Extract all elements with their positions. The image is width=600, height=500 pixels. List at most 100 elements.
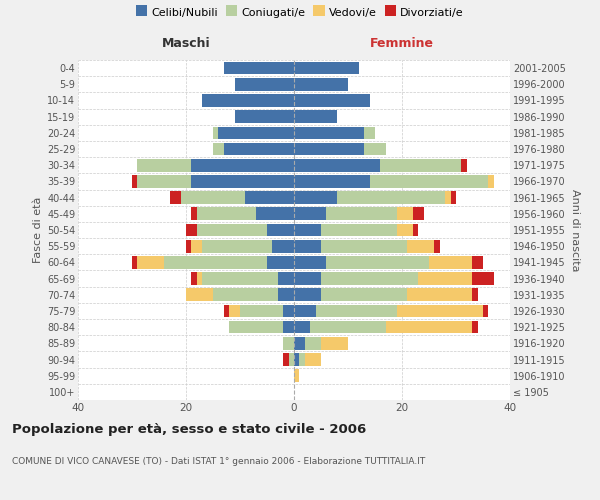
Text: Femmine: Femmine — [370, 38, 434, 51]
Bar — [472, 272, 494, 285]
Bar — [229, 321, 283, 334]
Bar — [413, 224, 418, 236]
Text: COMUNE DI VICO CANAVESE (TO) - Dati ISTAT 1° gennaio 2006 - Elaborazione TUTTITA: COMUNE DI VICO CANAVESE (TO) - Dati ISTA… — [12, 458, 425, 466]
Bar — [272, 240, 294, 252]
Bar — [186, 240, 191, 252]
Bar — [283, 304, 294, 318]
Bar — [235, 78, 294, 90]
Bar — [294, 370, 299, 382]
Bar — [305, 353, 321, 366]
Bar — [472, 288, 478, 301]
Bar — [278, 272, 294, 285]
Bar — [321, 224, 397, 236]
Bar — [472, 256, 483, 268]
Bar — [191, 175, 294, 188]
Bar — [380, 159, 461, 172]
Bar — [461, 159, 467, 172]
Bar — [294, 192, 337, 204]
Bar — [283, 321, 294, 334]
Bar — [294, 159, 380, 172]
Bar — [267, 224, 294, 236]
Bar — [294, 142, 364, 156]
Bar — [137, 256, 164, 268]
Bar — [472, 321, 478, 334]
Bar — [283, 337, 294, 349]
Bar — [294, 256, 326, 268]
Bar — [132, 175, 137, 188]
Bar — [137, 159, 191, 172]
Bar — [224, 304, 229, 318]
Text: Maschi: Maschi — [161, 38, 211, 51]
Bar — [364, 126, 375, 139]
Bar — [407, 240, 434, 252]
Bar — [191, 272, 197, 285]
Bar — [256, 208, 294, 220]
Bar — [294, 337, 305, 349]
Bar — [191, 208, 197, 220]
Bar — [202, 94, 294, 107]
Bar — [289, 353, 294, 366]
Bar — [294, 224, 321, 236]
Bar — [326, 256, 429, 268]
Bar — [197, 208, 256, 220]
Bar — [240, 304, 283, 318]
Bar — [229, 304, 240, 318]
Bar — [278, 288, 294, 301]
Bar — [488, 175, 494, 188]
Bar — [294, 126, 364, 139]
Bar — [283, 353, 289, 366]
Bar — [418, 272, 472, 285]
Bar — [294, 62, 359, 74]
Bar — [181, 192, 245, 204]
Bar — [202, 272, 278, 285]
Bar — [386, 321, 472, 334]
Bar — [299, 353, 305, 366]
Bar — [294, 78, 348, 90]
Bar — [213, 126, 218, 139]
Bar — [321, 240, 407, 252]
Bar — [316, 304, 397, 318]
Bar — [429, 256, 472, 268]
Bar — [294, 208, 326, 220]
Bar — [294, 94, 370, 107]
Bar — [321, 337, 348, 349]
Bar — [483, 304, 488, 318]
Y-axis label: Fasce di età: Fasce di età — [32, 197, 43, 263]
Bar — [245, 192, 294, 204]
Bar — [294, 110, 337, 123]
Bar — [137, 175, 191, 188]
Bar — [294, 353, 299, 366]
Bar — [434, 240, 440, 252]
Legend: Celibi/Nubili, Coniugati/e, Vedovi/e, Divorziati/e: Celibi/Nubili, Coniugati/e, Vedovi/e, Di… — [134, 6, 466, 20]
Bar — [197, 224, 267, 236]
Bar — [294, 288, 321, 301]
Bar — [397, 224, 413, 236]
Bar — [370, 175, 488, 188]
Bar — [451, 192, 456, 204]
Bar — [213, 142, 224, 156]
Bar — [397, 208, 413, 220]
Bar — [310, 321, 386, 334]
Bar — [235, 110, 294, 123]
Bar — [321, 272, 418, 285]
Bar — [132, 256, 137, 268]
Bar — [294, 240, 321, 252]
Bar — [326, 208, 397, 220]
Y-axis label: Anni di nascita: Anni di nascita — [570, 188, 580, 271]
Bar — [445, 192, 451, 204]
Bar — [218, 126, 294, 139]
Bar — [186, 224, 197, 236]
Bar — [321, 288, 407, 301]
Bar — [413, 208, 424, 220]
Bar — [407, 288, 472, 301]
Bar — [191, 159, 294, 172]
Bar — [164, 256, 267, 268]
Bar — [294, 175, 370, 188]
Bar — [186, 288, 213, 301]
Bar — [397, 304, 483, 318]
Text: Popolazione per età, sesso e stato civile - 2006: Popolazione per età, sesso e stato civil… — [12, 422, 366, 436]
Bar — [202, 240, 272, 252]
Bar — [294, 321, 310, 334]
Bar — [224, 142, 294, 156]
Bar — [213, 288, 278, 301]
